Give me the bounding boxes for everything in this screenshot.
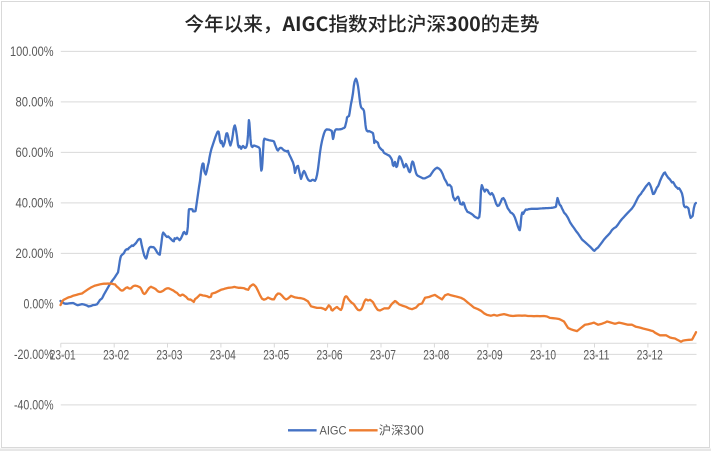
svg-text:60.00%: 60.00%	[16, 145, 54, 160]
svg-text:23-12: 23-12	[637, 348, 663, 363]
svg-text:23-05: 23-05	[263, 348, 289, 363]
svg-text:AIGC: AIGC	[320, 423, 347, 437]
svg-text:20.00%: 20.00%	[16, 246, 54, 261]
svg-text:23-06: 23-06	[317, 348, 343, 363]
svg-text:23-11: 23-11	[583, 348, 609, 363]
svg-text:23-10: 23-10	[530, 348, 556, 363]
svg-text:23-04: 23-04	[210, 348, 236, 363]
svg-text:80.00%: 80.00%	[16, 95, 54, 110]
svg-text:0.00%: 0.00%	[24, 297, 54, 312]
svg-text:100.00%: 100.00%	[10, 44, 54, 59]
svg-text:23-08: 23-08	[423, 348, 449, 363]
svg-text:23-07: 23-07	[370, 348, 396, 363]
svg-text:-40.00%: -40.00%	[14, 398, 54, 413]
svg-text:23-03: 23-03	[156, 348, 182, 363]
svg-text:23-09: 23-09	[477, 348, 503, 363]
svg-text:-20.00%: -20.00%	[14, 347, 54, 362]
svg-text:40.00%: 40.00%	[16, 196, 54, 211]
svg-text:23-01: 23-01	[50, 348, 76, 363]
svg-text:23-02: 23-02	[103, 348, 129, 363]
